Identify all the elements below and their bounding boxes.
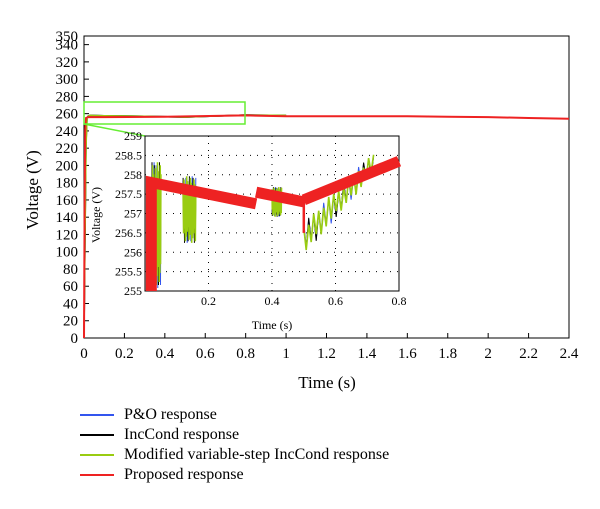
x-tick-label: 1.4: [358, 346, 377, 362]
inset-x-tick-label: 0.4: [265, 294, 280, 308]
inset-x-tick-label: 0.8: [392, 294, 407, 308]
y-tick-label: 0: [71, 331, 79, 347]
x-tick-label: 2.4: [560, 346, 579, 362]
y-tick-label: 220: [56, 141, 79, 157]
x-tick-label: 1.6: [398, 346, 417, 362]
inset-y-tick-label: 259: [124, 129, 142, 143]
x-tick-label: 1: [282, 346, 290, 362]
inset-chart: 0.2 0.4 0.6 0.8 255 255.5 256 256.5 257 257.5 258 2…: [115, 129, 407, 308]
legend-swatch-inccond: [80, 434, 114, 436]
legend: P&O response IncCond response Modified v…: [80, 405, 389, 485]
legend-item: IncCond response: [80, 425, 389, 445]
x-tick-label: 0.8: [236, 346, 255, 362]
legend-swatch-modified: [80, 454, 114, 456]
y-tick-label: 300: [56, 72, 79, 88]
y-tick-label: 60: [63, 279, 78, 295]
y-tick-label: 350: [56, 29, 79, 45]
zoom-callout: [83, 101, 246, 137]
x-tick-label: 1.2: [317, 346, 336, 362]
x-tick-label: 0.4: [155, 346, 174, 362]
y-tick-label: 160: [56, 193, 79, 209]
x-tick-label: 1.8: [438, 346, 457, 362]
inset-y-tick-label: 257: [124, 207, 142, 221]
y-tick-label: 180: [56, 176, 79, 192]
x-tick-label: 0.6: [196, 346, 215, 362]
legend-label-proposed: Proposed response: [124, 466, 244, 483]
inset-x-tick-label: 0.2: [201, 294, 216, 308]
inset-y-tick-label: 257.5: [115, 187, 142, 201]
y-axis-title: Voltage (V): [23, 150, 42, 229]
y-tick-label: 280: [56, 89, 79, 105]
y-tick-label: 80: [63, 262, 78, 278]
inset-proposed-segment: [301, 156, 402, 205]
legend-item: Proposed response: [80, 465, 389, 485]
legend-swatch-po: [80, 414, 114, 416]
inset-y-tick-label: 258: [124, 168, 142, 182]
inset-y-tick-label: 256.5: [115, 226, 142, 240]
inset-y-axis-title: Voltage (V): [89, 187, 103, 243]
legend-swatch-proposed: [80, 474, 114, 476]
y-tick-label: 140: [56, 210, 79, 226]
inset-x-axis-title: Time (s): [252, 318, 293, 332]
main-ticks: 0 0.2 0.4 0.6 0.8 1 1.2 1.4 1.6 1.8 2 2.2 2.4 020 4060…: [56, 29, 579, 362]
inset-proposed-segment: [145, 175, 258, 291]
x-tick-label: 2: [484, 346, 492, 362]
x-axis-title: Time (s): [298, 373, 355, 392]
y-tick-label: 120: [56, 227, 79, 243]
zoom-box: [83, 101, 246, 125]
y-tick-label: 260: [56, 107, 79, 123]
legend-label-inccond: IncCond response: [124, 426, 240, 443]
inset-x-tick-label: 0.6: [328, 294, 343, 308]
chart: 0 0.2 0.4 0.6 0.8 1 1.2 1.4 1.6 1.8 2 2.2 2.4 020 4060…: [23, 29, 579, 392]
inset-y-tick-label: 255.5: [115, 265, 142, 279]
inset-proposed-segment: [255, 186, 305, 208]
inset-y-tick-label: 258.5: [115, 148, 142, 162]
y-tick-label: 340: [56, 38, 79, 54]
legend-label-modified: Modified variable-step IncCond response: [124, 446, 390, 463]
legend-item: Modified variable-step IncCond response: [80, 445, 389, 465]
y-tick-label: 40: [63, 296, 78, 312]
y-tick-label: 200: [56, 158, 79, 174]
y-tick-label: 320: [56, 55, 79, 71]
x-tick-label: 2.2: [519, 346, 538, 362]
zoom-connector: [83, 123, 146, 137]
y-tick-label: 100: [56, 245, 79, 261]
inset-y-tick-label: 256: [124, 245, 142, 259]
y-tick-label: 20: [63, 314, 78, 330]
y-tick-label: 240: [56, 124, 79, 140]
x-tick-label: 0: [80, 346, 88, 362]
x-tick-label: 0.2: [115, 346, 134, 362]
legend-item: P&O response: [80, 405, 389, 425]
inset-burst-2: [271, 187, 283, 217]
legend-label-po: P&O response: [124, 406, 217, 423]
inset-y-tick-label: 255: [124, 284, 142, 298]
